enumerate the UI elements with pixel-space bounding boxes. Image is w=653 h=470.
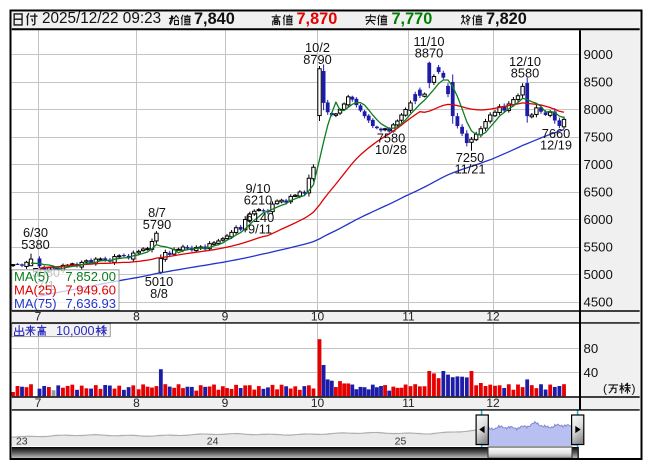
- svg-text:7,820: 7,820: [486, 10, 527, 28]
- svg-text:7,949.60: 7,949.60: [65, 283, 116, 298]
- svg-text:6500: 6500: [584, 185, 613, 200]
- svg-text:7,852.00: 7,852.00: [65, 269, 116, 284]
- svg-text:8/8: 8/8: [150, 286, 168, 301]
- svg-text:7,770: 7,770: [392, 10, 433, 28]
- svg-text:4500: 4500: [584, 295, 613, 310]
- svg-text:9000: 9000: [584, 47, 613, 62]
- svg-text:7,636.93: 7,636.93: [65, 296, 116, 311]
- svg-text:8000: 8000: [584, 102, 613, 117]
- svg-text:7,840: 7,840: [194, 10, 235, 28]
- svg-text:MA(5): MA(5): [14, 269, 49, 284]
- svg-text:8: 8: [133, 396, 140, 410]
- svg-text:11: 11: [402, 396, 415, 410]
- svg-text:10: 10: [311, 396, 325, 410]
- svg-text:12/10: 12/10: [509, 54, 541, 69]
- svg-text:8580: 8580: [511, 65, 539, 80]
- svg-text:7580: 7580: [377, 130, 405, 145]
- svg-text:8790: 8790: [303, 52, 331, 67]
- svg-text:9: 9: [222, 396, 229, 410]
- svg-text:8870: 8870: [415, 46, 443, 61]
- svg-text:9: 9: [222, 309, 229, 323]
- svg-text:7000: 7000: [584, 157, 613, 172]
- svg-text:23: 23: [16, 436, 28, 448]
- svg-text:9/10: 9/10: [246, 181, 271, 196]
- svg-text:10,000: 10,000: [56, 324, 95, 338]
- svg-text:7: 7: [35, 396, 42, 410]
- svg-text:7660: 7660: [542, 126, 570, 141]
- svg-text:9/11: 9/11: [248, 221, 272, 236]
- svg-text:12/19: 12/19: [540, 137, 572, 152]
- svg-text:10/28: 10/28: [375, 142, 407, 157]
- svg-text:5500: 5500: [584, 240, 613, 255]
- svg-text:): ): [632, 381, 636, 395]
- svg-text:12: 12: [486, 309, 500, 323]
- svg-text:12: 12: [486, 396, 500, 410]
- svg-text:11: 11: [402, 309, 415, 323]
- svg-text:5790: 5790: [143, 217, 171, 232]
- svg-text:8500: 8500: [584, 75, 613, 90]
- svg-text:6210: 6210: [244, 192, 272, 207]
- svg-text:7500: 7500: [584, 130, 613, 145]
- svg-text:(: (: [603, 381, 607, 395]
- svg-text:11/10: 11/10: [413, 34, 444, 49]
- svg-text:25: 25: [395, 436, 407, 448]
- svg-text:7: 7: [35, 309, 42, 323]
- svg-text:5010: 5010: [145, 274, 173, 289]
- svg-text:MA(75): MA(75): [14, 296, 57, 311]
- svg-text:40: 40: [584, 365, 599, 380]
- svg-text:24: 24: [207, 436, 219, 448]
- svg-text:11/21: 11/21: [454, 161, 485, 176]
- svg-text:7250: 7250: [456, 150, 484, 165]
- svg-text:10: 10: [311, 309, 325, 323]
- svg-text:7,870: 7,870: [297, 10, 338, 28]
- svg-text:6140: 6140: [246, 210, 274, 225]
- svg-text:6/30: 6/30: [23, 225, 48, 240]
- svg-text:80: 80: [584, 341, 599, 356]
- svg-text:MA(25): MA(25): [14, 283, 57, 298]
- svg-text:2025/12/22 09:23: 2025/12/22 09:23: [42, 10, 161, 27]
- svg-text:5380: 5380: [21, 237, 49, 252]
- svg-text:8/7: 8/7: [148, 205, 166, 220]
- svg-text:10/2: 10/2: [305, 40, 330, 55]
- svg-text:5000: 5000: [584, 267, 613, 282]
- svg-text:8: 8: [133, 309, 140, 323]
- svg-text:6000: 6000: [584, 212, 613, 227]
